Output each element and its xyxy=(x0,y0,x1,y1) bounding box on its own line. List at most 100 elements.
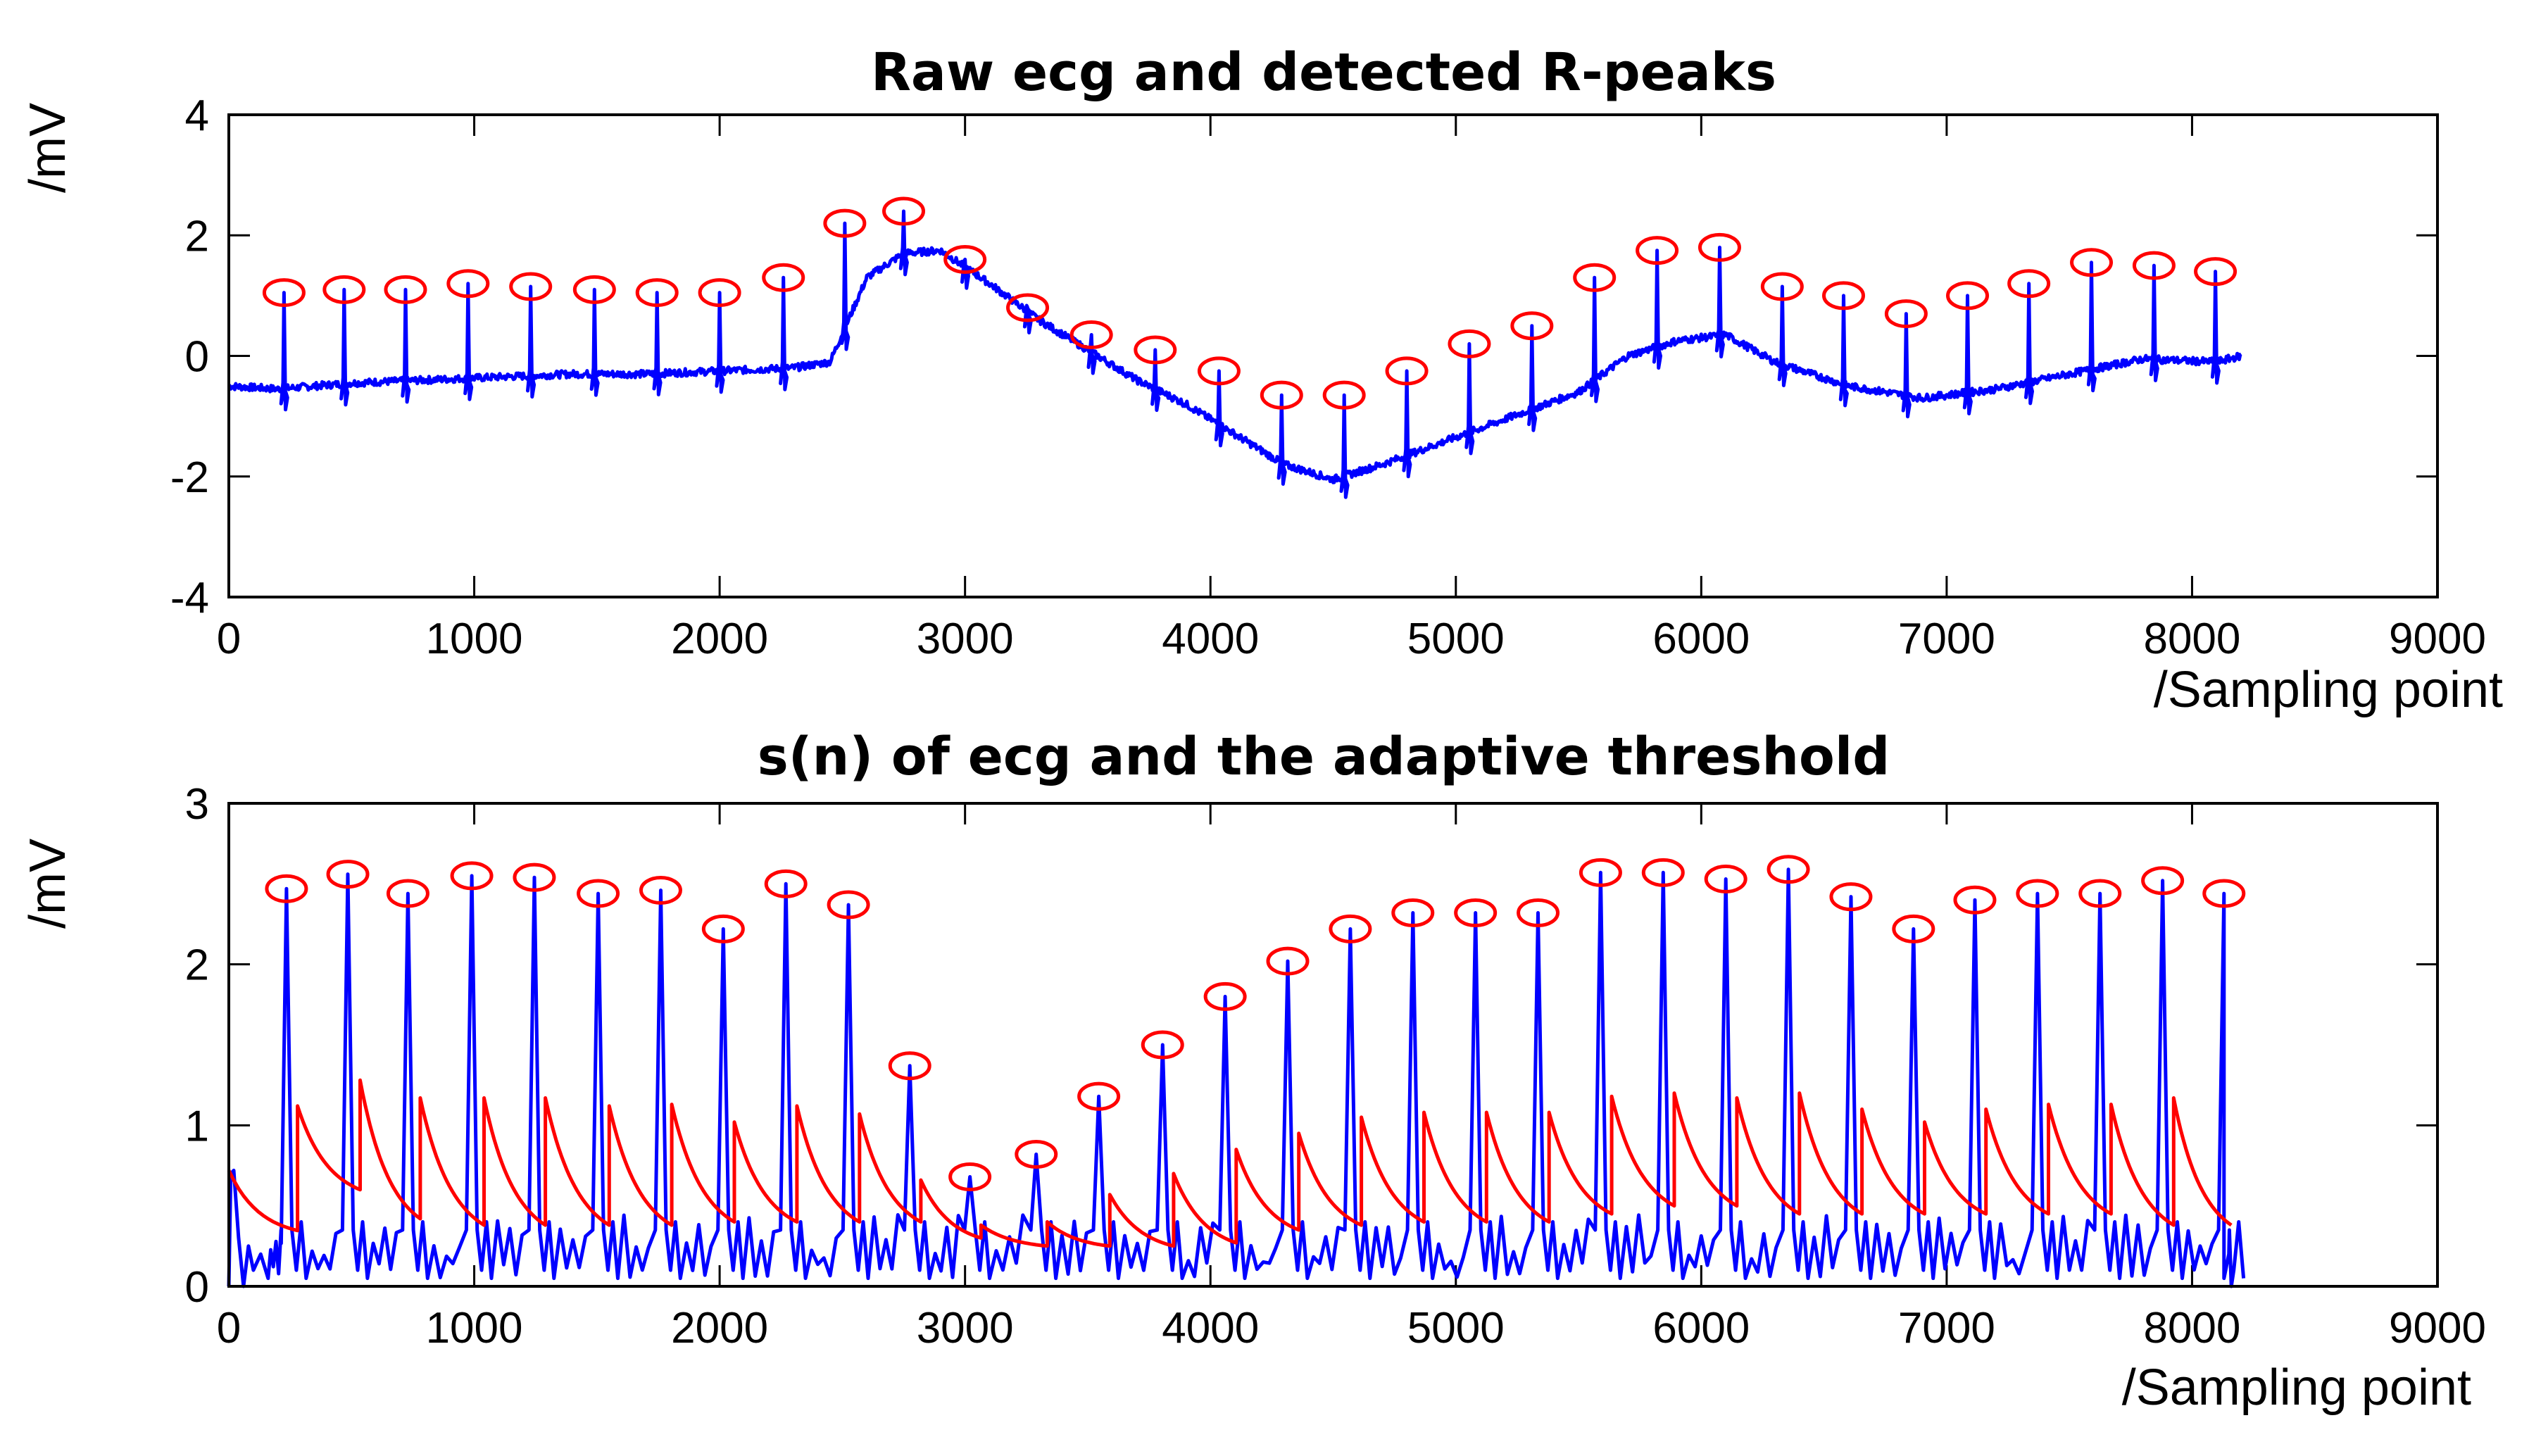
r-peak-marker xyxy=(943,245,987,274)
sn-signal-line xyxy=(227,867,2246,1288)
plot-area xyxy=(227,855,2246,1288)
sn-peak-marker xyxy=(1077,1081,1121,1111)
sn-peak-marker xyxy=(1892,914,1935,943)
x-tick-label: 7000 xyxy=(1898,1304,1995,1353)
x-axis-label: /Sampling point xyxy=(2122,1360,2471,1416)
r-peak-marker xyxy=(1197,356,1241,386)
sn-peak-marker xyxy=(1953,885,1997,915)
r-peak-marker xyxy=(1884,299,1928,329)
r-peak-marker xyxy=(1322,380,1366,410)
r-peak-marker xyxy=(262,278,306,308)
x-tick-label: 3000 xyxy=(917,615,1014,663)
sn-peak-marker xyxy=(1329,914,1372,943)
x-tick-label: 4000 xyxy=(1162,615,1259,663)
sn-peak-marker xyxy=(1015,1139,1058,1169)
sn-peak-marker xyxy=(386,879,429,908)
sn-peak-marker xyxy=(450,861,494,891)
x-axis-label: /Sampling point xyxy=(2154,662,2503,718)
r-peak-marker xyxy=(2132,251,2176,280)
x-tick-label: 6000 xyxy=(1652,1304,1750,1353)
sn-peak-marker xyxy=(2078,879,2122,908)
r-peak-marker xyxy=(1260,380,1303,410)
x-tick-label: 9000 xyxy=(2389,1304,2486,1353)
sn-peak-marker xyxy=(1203,981,1247,1011)
r-peak-marker xyxy=(1006,293,1050,322)
x-tick-label: 6000 xyxy=(1652,615,1750,663)
axis-ticks: 0 1000 2000 3000 4000 5000 6000 7000 8000 9000 4 2 0… xyxy=(170,92,2486,663)
x-tick-label: 8000 xyxy=(2143,1304,2240,1353)
r-peak-marker xyxy=(1385,356,1429,386)
x-tick-label: 1000 xyxy=(426,615,523,663)
r-peak-marker xyxy=(1069,320,1113,350)
y-tick-label: 2 xyxy=(185,212,209,261)
r-peak-marker xyxy=(1946,281,1990,310)
sn-peak-marker xyxy=(2202,879,2246,908)
x-tick-label: 5000 xyxy=(1407,615,1505,663)
ecg-signal-line xyxy=(227,209,2242,499)
r-peak-marker xyxy=(384,275,427,304)
sn-peak-marker xyxy=(701,914,745,943)
r-peak-marker xyxy=(1134,335,1177,365)
x-tick-label: 3000 xyxy=(917,1304,1014,1353)
chart-title: s(n) of ecg and the adaptive threshold xyxy=(758,727,1890,787)
sn-peak-marker xyxy=(1517,898,1560,927)
x-tick-label: 4000 xyxy=(1162,1304,1259,1353)
adaptive-threshold-line xyxy=(227,1078,2233,1248)
sn-peak-marker xyxy=(764,869,808,898)
r-peak-marker xyxy=(882,196,926,226)
chart-title: Raw ecg and detected R-peaks xyxy=(871,42,1776,103)
r-peak-marker xyxy=(2194,257,2238,287)
x-tick-label: 2000 xyxy=(671,1304,768,1353)
y-tick-label: 0 xyxy=(185,1263,209,1312)
r-peak-marker xyxy=(446,269,490,299)
axes-frame xyxy=(227,113,2439,598)
sn-peak-marker xyxy=(265,874,308,903)
sn-peak-marker xyxy=(888,1051,931,1081)
sn-peak-marker xyxy=(2016,879,2059,908)
x-tick-label: 2000 xyxy=(671,615,768,663)
y-tick-label: 2 xyxy=(185,941,209,990)
r-peak-marker xyxy=(2007,269,2051,299)
x-tick-label: 7000 xyxy=(1898,615,1995,663)
sn-peak-marker xyxy=(1266,946,1310,976)
r-peak-marker xyxy=(509,272,553,301)
sn-peak-marker xyxy=(948,1162,992,1192)
y-tick-label: 4 xyxy=(185,92,209,140)
x-tick-label: 5000 xyxy=(1407,1304,1505,1353)
sn-peak-marker xyxy=(2141,866,2185,896)
r-peak-marker xyxy=(1573,263,1617,292)
x-tick-label: 1000 xyxy=(426,1304,523,1353)
sn-peak-marker xyxy=(639,875,682,905)
x-tick-label: 0 xyxy=(217,1304,241,1353)
r-peak-marker xyxy=(1636,236,1679,265)
y-tick-label: -2 xyxy=(170,453,209,502)
r-peak-marker xyxy=(1697,232,1741,262)
x-tick-label: 9000 xyxy=(2389,615,2486,663)
sn-peak-marker xyxy=(1704,864,1747,893)
x-tick-label: 8000 xyxy=(2143,615,2240,663)
r-peak-marker xyxy=(1821,281,1865,310)
sn-peak-marker xyxy=(326,860,370,889)
y-tick-label: 3 xyxy=(185,780,209,829)
sn-peak-marker xyxy=(1641,858,1685,887)
r-peak-marker xyxy=(635,278,679,308)
raw-ecg-panel: Raw ecg and detected R-peaks /mV /Sampli… xyxy=(20,42,2503,718)
r-peak-marker xyxy=(2070,248,2114,277)
sn-peak-marker xyxy=(513,862,556,892)
x-tick-label: 0 xyxy=(217,615,241,663)
y-tick-label: 0 xyxy=(185,333,209,382)
axes-frame xyxy=(227,802,2439,1288)
sn-peak-marker xyxy=(827,890,870,920)
sn-peak-marker xyxy=(577,879,620,908)
sn-peak-marker xyxy=(1141,1030,1184,1060)
r-peak-marker xyxy=(698,278,741,308)
sn-peak-marker xyxy=(1829,882,1873,912)
r-peak-marker xyxy=(823,208,867,238)
y-axis-label: /mV xyxy=(20,103,76,193)
r-peak-marker xyxy=(762,263,805,292)
r-peak-marker xyxy=(322,275,366,304)
sn-peak-marker xyxy=(1579,858,1622,887)
y-axis-label: /mV xyxy=(20,839,76,929)
plot-area xyxy=(227,196,2242,499)
